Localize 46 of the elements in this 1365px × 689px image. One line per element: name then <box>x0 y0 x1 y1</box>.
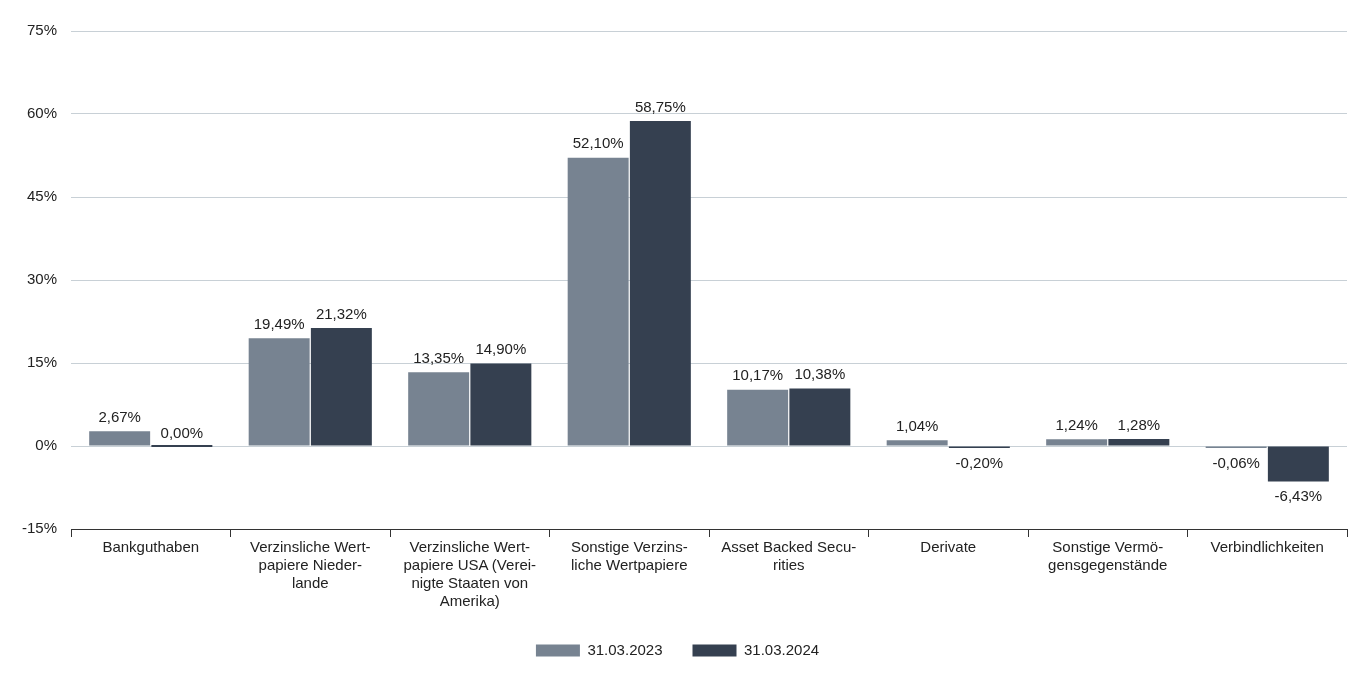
data-label: 52,10% <box>572 134 624 152</box>
bar <box>1108 438 1170 446</box>
y-tick-label: 15% <box>26 353 58 371</box>
bar <box>89 431 151 446</box>
bar <box>310 328 372 446</box>
x-tick-label: Asset Backed Secu- rities <box>721 538 857 574</box>
data-label: 21,32% <box>315 304 367 322</box>
x-tick-label: Verzinsliche Wert- papiere Nieder- lande <box>249 538 371 592</box>
x-tick-label: Sonstige Verzins- liche Wertpapiere <box>570 538 688 574</box>
data-label: -0,20% <box>955 453 1004 471</box>
data-label: 14,90% <box>475 340 527 358</box>
y-tick-label: 30% <box>26 270 58 288</box>
bar <box>567 157 629 446</box>
data-label: 1,28% <box>1117 415 1161 433</box>
bar <box>470 363 532 446</box>
data-label: 19,49% <box>253 314 305 332</box>
bar <box>1046 439 1108 446</box>
data-label: 10,38% <box>794 365 846 383</box>
y-tick-label: -15% <box>21 519 58 537</box>
legend-label: 31.03.2024 <box>744 640 820 658</box>
data-label: -6,43% <box>1274 487 1323 505</box>
x-tick-label: Verzinsliche Wert- papiere USA (Verei- nigte Staaten von Amerika) <box>403 538 537 610</box>
y-tick-label: 0% <box>35 436 58 454</box>
y-tick-label: 60% <box>26 104 58 122</box>
data-label: 13,35% <box>413 348 465 366</box>
bar <box>629 120 691 446</box>
x-tick-label: Derivate <box>920 538 977 556</box>
data-label: 10,17% <box>732 366 784 384</box>
data-label: 2,67% <box>98 407 141 425</box>
bar <box>727 389 789 446</box>
legend-label: 31.03.2023 <box>587 640 663 658</box>
bar <box>248 338 310 446</box>
data-label: 1,04% <box>895 416 939 434</box>
bar <box>1267 446 1329 482</box>
bar <box>886 440 948 446</box>
x-tick-label: Sonstige Vermö- gensgegenstände <box>1048 538 1168 574</box>
data-label: 0,00% <box>160 423 204 441</box>
data-label: 58,75% <box>634 97 686 115</box>
bar <box>789 388 851 446</box>
data-label: -0,06% <box>1212 453 1260 471</box>
bar <box>408 372 470 446</box>
y-tick-label: 45% <box>26 187 58 205</box>
data-label: 1,24% <box>1055 415 1098 433</box>
x-tick-label: Verbindlichkeiten <box>1210 538 1324 556</box>
x-tick-label: Bankguthaben <box>102 538 200 556</box>
y-tick-label: 75% <box>26 21 58 39</box>
